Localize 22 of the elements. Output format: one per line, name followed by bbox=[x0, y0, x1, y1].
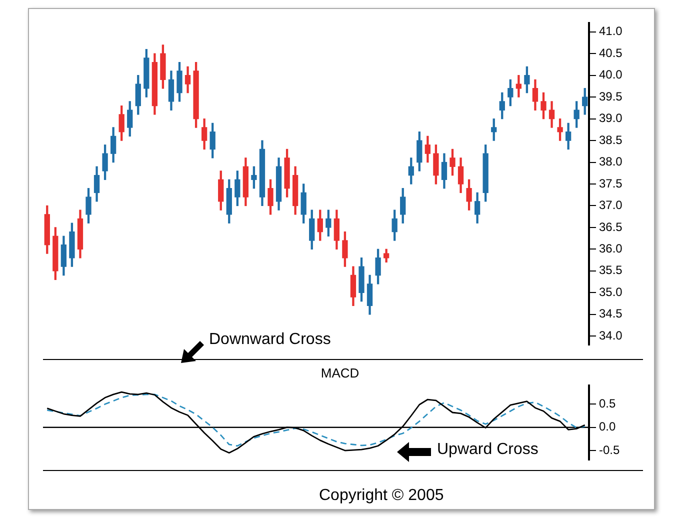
y-tick-label: 38.0 bbox=[599, 154, 623, 169]
y-tick-label: 37.5 bbox=[599, 176, 623, 190]
y-tick-label: 38.5 bbox=[599, 132, 623, 147]
y-tick-label: 40.0 bbox=[599, 68, 623, 82]
y-tick-label: 37.0 bbox=[599, 198, 623, 212]
chart-title: MACD bbox=[320, 365, 360, 380]
y-tick-label: 41.0 bbox=[599, 24, 623, 38]
y-tick-label: 35.5 bbox=[599, 263, 623, 278]
y-tick-label: 36.0 bbox=[599, 242, 623, 256]
y-tick-label: 39.0 bbox=[599, 111, 623, 126]
y-tick-label: -0.5 bbox=[599, 442, 620, 457]
annotation: Upward Cross bbox=[437, 441, 538, 459]
y-tick-label: 0.0 bbox=[599, 420, 616, 434]
y-tick-label: 36.5 bbox=[599, 220, 623, 234]
text: Copyright © 2005 bbox=[319, 487, 444, 505]
y-tick-label: 39.5 bbox=[599, 89, 623, 104]
y-tick-label: 34.0 bbox=[599, 328, 623, 342]
y-tick-label: 0.5 bbox=[599, 396, 616, 410]
y-tick-label: 40.5 bbox=[599, 46, 623, 60]
y-tick-label: 34.5 bbox=[599, 306, 623, 321]
annotation: Downward Cross bbox=[209, 331, 331, 349]
y-tick-label: 35.0 bbox=[599, 284, 623, 299]
